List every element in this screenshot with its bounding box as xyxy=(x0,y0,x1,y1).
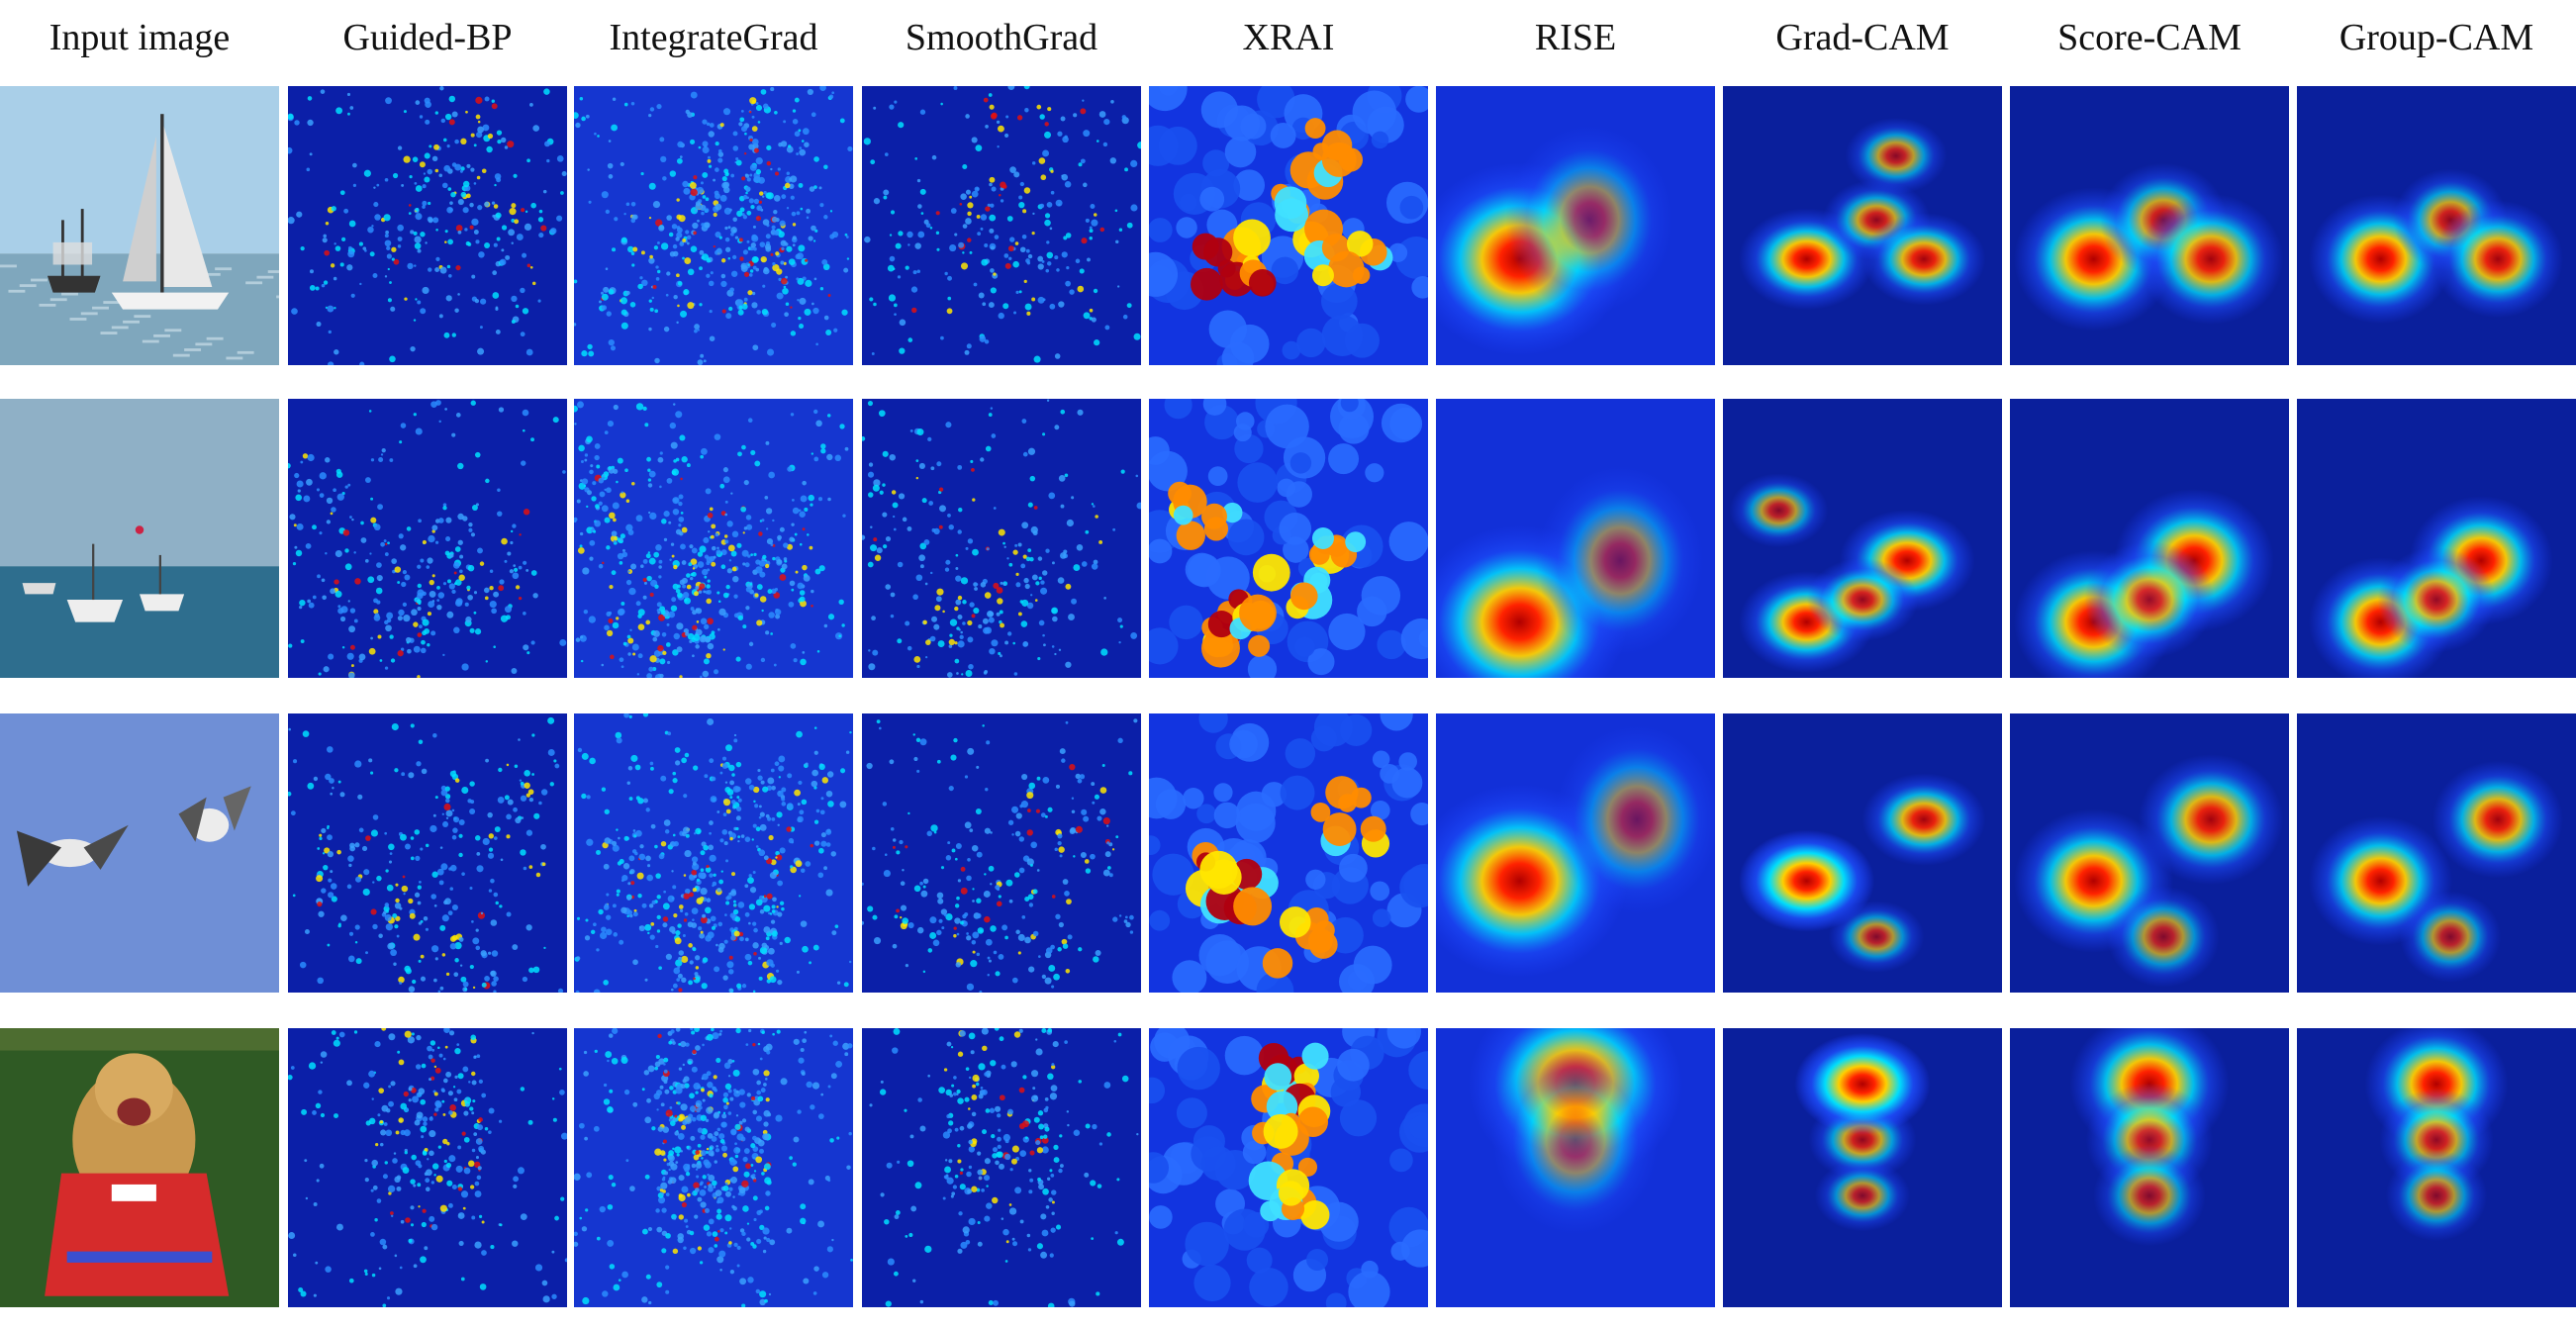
saliency-map-grad_cam-birds xyxy=(1723,713,2002,993)
heatmap xyxy=(1723,86,2002,365)
heatmap xyxy=(288,713,567,993)
column-header-xrai: XRAI xyxy=(1242,17,1335,58)
column-header-integrated_grad: IntegrateGrad xyxy=(609,17,818,58)
heatmap xyxy=(2010,86,2289,365)
heatmap xyxy=(288,86,567,365)
saliency-map-rise-dog xyxy=(1436,1028,1715,1307)
input-image-dog xyxy=(0,1028,279,1307)
saliency-map-score_cam-sailboats xyxy=(2010,86,2289,365)
saliency-map-smooth_grad-boats-at-sea xyxy=(862,399,1141,678)
heatmap xyxy=(1723,1028,2002,1307)
boats-photo xyxy=(0,399,279,678)
saliency-map-xrai-boats-at-sea xyxy=(1149,399,1428,678)
heatmap xyxy=(1723,399,2002,678)
heatmap xyxy=(574,1028,853,1307)
column-header-input: Input image xyxy=(48,17,231,58)
saliency-map-guided_bp-dog xyxy=(288,1028,567,1307)
column-header-smooth_grad: SmoothGrad xyxy=(905,17,1098,58)
saliency-map-integrated_grad-dog xyxy=(574,1028,853,1307)
heatmap xyxy=(862,399,1141,678)
saliency-map-rise-birds xyxy=(1436,713,1715,993)
heatmap xyxy=(862,713,1141,993)
heatmap xyxy=(1436,1028,1715,1307)
heatmap xyxy=(2297,399,2576,678)
input-image-boats-at-sea xyxy=(0,399,279,678)
column-header-group_cam: Group-CAM xyxy=(2338,17,2534,58)
saliency-map-integrated_grad-birds xyxy=(574,713,853,993)
saliency-map-integrated_grad-boats-at-sea xyxy=(574,399,853,678)
saliency-map-group_cam-birds xyxy=(2297,713,2576,993)
heatmap xyxy=(2010,1028,2289,1307)
heatmap xyxy=(1149,86,1428,365)
heatmap xyxy=(1723,713,2002,993)
heatmap xyxy=(862,86,1141,365)
saliency-map-group_cam-boats-at-sea xyxy=(2297,399,2576,678)
saliency-map-grad_cam-dog xyxy=(1723,1028,2002,1307)
saliency-map-score_cam-dog xyxy=(2010,1028,2289,1307)
saliency-map-integrated_grad-sailboats xyxy=(574,86,853,365)
heatmap xyxy=(2010,713,2289,993)
saliency-map-smooth_grad-sailboats xyxy=(862,86,1141,365)
heatmap xyxy=(1436,86,1715,365)
heatmap xyxy=(2010,399,2289,678)
saliency-map-xrai-sailboats xyxy=(1149,86,1428,365)
heatmap xyxy=(1149,399,1428,678)
birds-photo xyxy=(0,713,279,993)
column-header-score_cam: Score-CAM xyxy=(2057,17,2242,58)
heatmap xyxy=(1436,399,1715,678)
heatmap xyxy=(2297,1028,2576,1307)
saliency-map-grad_cam-sailboats xyxy=(1723,86,2002,365)
heatmap xyxy=(574,399,853,678)
saliency-map-guided_bp-sailboats xyxy=(288,86,567,365)
saliency-map-guided_bp-boats-at-sea xyxy=(288,399,567,678)
saliency-map-grad_cam-boats-at-sea xyxy=(1723,399,2002,678)
saliency-map-rise-sailboats xyxy=(1436,86,1715,365)
heatmap xyxy=(574,86,853,365)
saliency-map-smooth_grad-birds xyxy=(862,713,1141,993)
saliency-map-guided_bp-birds xyxy=(288,713,567,993)
saliency-map-group_cam-dog xyxy=(2297,1028,2576,1307)
input-image-sailboats xyxy=(0,86,279,365)
saliency-map-smooth_grad-dog xyxy=(862,1028,1141,1307)
heatmap xyxy=(1149,713,1428,993)
saliency-map-rise-boats-at-sea xyxy=(1436,399,1715,678)
column-header-grad_cam: Grad-CAM xyxy=(1775,17,1950,58)
heatmap xyxy=(2297,713,2576,993)
saliency-map-xrai-birds xyxy=(1149,713,1428,993)
dog-photo xyxy=(0,1028,279,1307)
saliency-map-group_cam-sailboats xyxy=(2297,86,2576,365)
column-header-rise: RISE xyxy=(1534,17,1617,58)
heatmap xyxy=(2297,86,2576,365)
saliency-map-score_cam-boats-at-sea xyxy=(2010,399,2289,678)
heatmap xyxy=(574,713,853,993)
heatmap xyxy=(1436,713,1715,993)
saliency-map-xrai-dog xyxy=(1149,1028,1428,1307)
heatmap xyxy=(288,1028,567,1307)
column-header-guided_bp: Guided-BP xyxy=(342,17,513,58)
heatmap xyxy=(1149,1028,1428,1307)
sailboat-photo xyxy=(0,86,279,365)
saliency-map-score_cam-birds xyxy=(2010,713,2289,993)
input-image-birds xyxy=(0,713,279,993)
heatmap xyxy=(288,399,567,678)
heatmap xyxy=(862,1028,1141,1307)
